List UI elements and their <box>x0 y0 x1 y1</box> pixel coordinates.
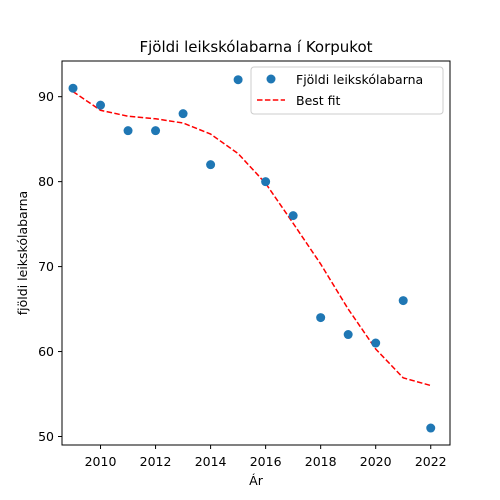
data-point <box>233 75 243 85</box>
legend: Fjöldi leikskólabarna Best fit <box>250 66 444 115</box>
data-point <box>68 83 78 93</box>
plot-area <box>61 60 451 446</box>
x-tick-label: 2010 <box>85 454 117 469</box>
x-tick-label: 2016 <box>250 454 282 469</box>
data-point <box>151 126 161 136</box>
y-axis-ticks: 50 60 70 80 90 <box>38 89 62 444</box>
legend-marker-points <box>266 74 276 84</box>
x-axis-label: Ár <box>249 473 264 488</box>
legend-box <box>250 66 444 115</box>
data-point <box>398 296 408 306</box>
data-point <box>426 423 436 433</box>
x-tick-label: 2012 <box>140 454 172 469</box>
y-tick-label: 60 <box>38 344 54 359</box>
chart-title: Fjöldi leikskólabarna í Korpukot <box>139 38 372 56</box>
data-point <box>288 211 298 221</box>
y-tick-label: 90 <box>38 89 54 104</box>
best-fit-line <box>72 90 431 387</box>
x-tick-label: 2014 <box>195 454 227 469</box>
data-point <box>206 160 216 170</box>
x-axis-ticks: 2010 2012 2014 2016 2018 2020 2022 <box>85 445 447 469</box>
y-tick-label: 70 <box>38 259 54 274</box>
data-point <box>123 126 133 136</box>
data-point <box>96 100 106 110</box>
data-point <box>371 338 381 348</box>
data-point <box>261 177 271 187</box>
y-axis-label: fjöldi leikskólabarna <box>15 191 30 315</box>
x-tick-label: 2022 <box>415 454 447 469</box>
y-tick-label: 80 <box>38 174 54 189</box>
legend-label-fit: Best fit <box>296 93 341 108</box>
data-point <box>343 330 353 340</box>
data-point <box>178 109 188 119</box>
plot-frame <box>61 60 451 446</box>
x-tick-label: 2020 <box>360 454 392 469</box>
x-tick-label: 2018 <box>305 454 337 469</box>
legend-label-points: Fjöldi leikskólabarna <box>296 72 423 87</box>
data-point <box>316 313 326 323</box>
y-tick-label: 50 <box>38 429 54 444</box>
